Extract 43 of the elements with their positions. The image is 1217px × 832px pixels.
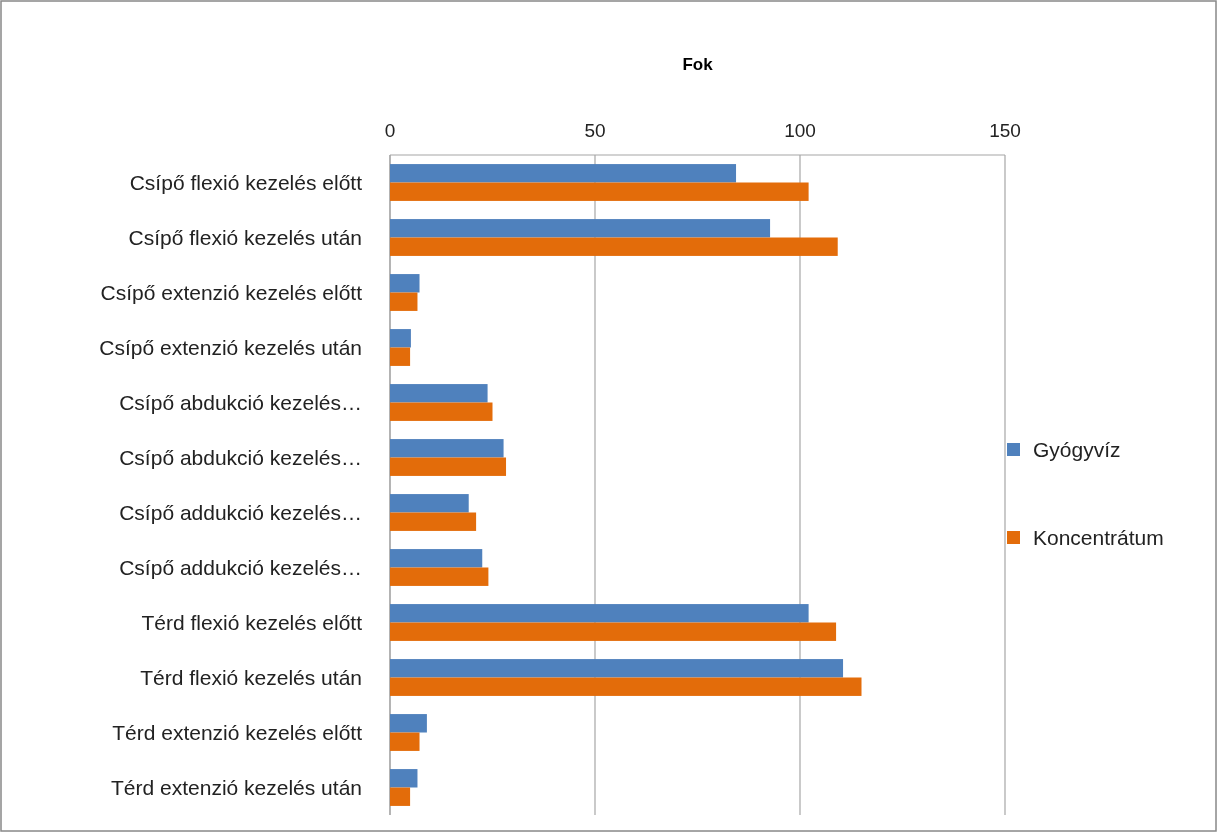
x-tick-label: 0 <box>384 120 396 141</box>
bar <box>390 237 838 256</box>
bar <box>390 164 737 183</box>
y-tick-label: Csípő extenzió kezelés előtt <box>100 280 363 304</box>
bar <box>390 622 837 641</box>
y-tick-label: Csípő abdukció kezelés… <box>119 390 362 414</box>
x-tick-label: 100 <box>784 120 816 141</box>
x-tick-label: 50 <box>584 120 606 141</box>
bar <box>390 604 809 623</box>
bar <box>390 457 507 476</box>
x-tick-label: 150 <box>989 120 1021 141</box>
bar <box>390 182 809 201</box>
bar <box>390 732 420 751</box>
bar <box>390 292 418 311</box>
bar <box>390 402 493 421</box>
bar <box>390 677 862 696</box>
bar <box>390 494 469 513</box>
bar <box>390 219 771 238</box>
bar <box>390 714 427 733</box>
bar <box>390 769 418 788</box>
legend-label: Koncentrátum <box>1033 526 1164 549</box>
bar <box>390 659 844 678</box>
y-tick-label: Térd flexió kezelés után <box>140 665 362 689</box>
bar <box>390 439 504 458</box>
bar <box>390 384 488 403</box>
y-tick-label: Csípő addukció kezelés… <box>119 555 362 579</box>
y-tick-label: Térd extenzió kezelés előtt <box>112 720 363 744</box>
bar <box>390 329 411 348</box>
bar <box>390 512 477 531</box>
bar <box>390 787 411 806</box>
bar <box>390 549 483 568</box>
bar <box>390 567 489 586</box>
y-tick-label: Csípő addukció kezelés… <box>119 500 362 524</box>
bar <box>390 347 411 366</box>
y-tick-label: Térd flexió kezelés előtt <box>141 610 363 634</box>
y-tick-label: Térd extenzió kezelés után <box>111 775 362 799</box>
y-tick-label: Csípő flexió kezelés után <box>128 225 362 249</box>
y-tick-label: Csípő flexió kezelés előtt <box>129 170 363 194</box>
y-tick-label: Csípő extenzió kezelés után <box>99 335 362 359</box>
chart-title: Fok <box>682 55 714 74</box>
bar <box>390 274 420 293</box>
legend-label: Gyógyvíz <box>1033 438 1121 461</box>
y-tick-label: Csípő abdukció kezelés… <box>119 445 362 469</box>
